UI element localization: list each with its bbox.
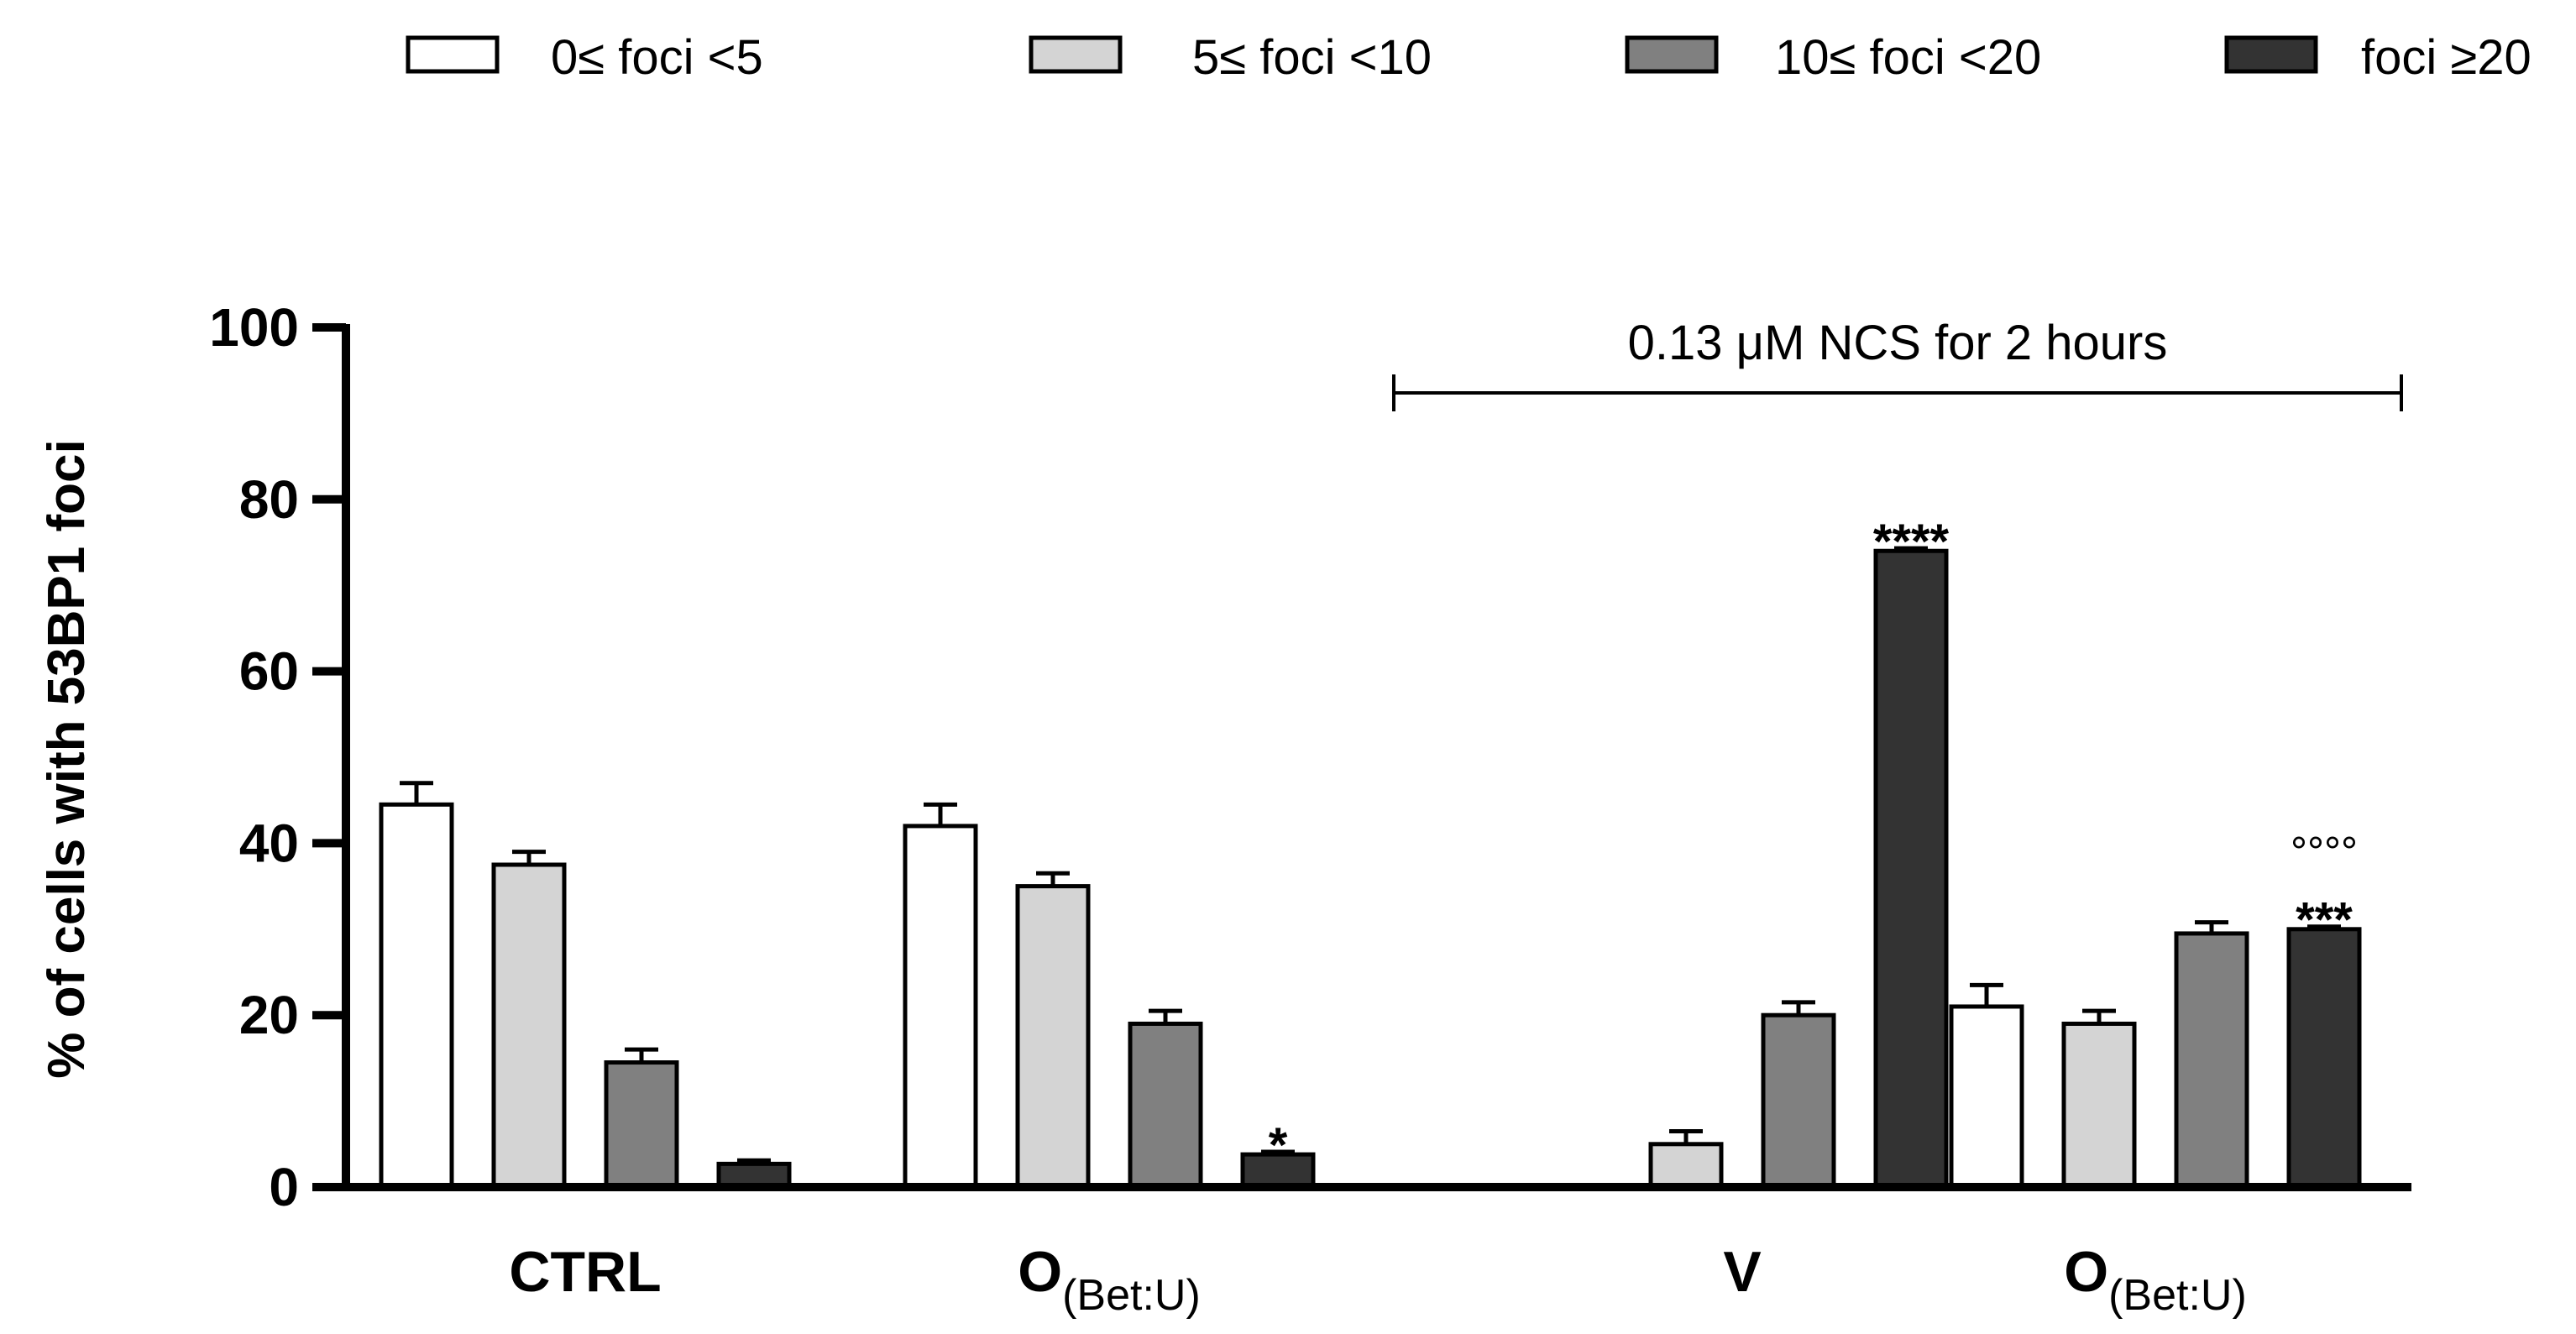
legend-swatch [2224, 35, 2318, 74]
bar [1949, 1004, 2024, 1190]
category-main: O [2064, 1240, 2108, 1304]
treatment-annotation: 0.13 μM NCS for 2 hours [1392, 316, 2403, 411]
axes: 0 20 40 60 80 100 [209, 297, 2411, 1217]
significance-label: *** [2296, 893, 2353, 948]
y-tick-label: 100 [209, 297, 299, 358]
y-tick-label: 40 [239, 813, 299, 873]
bar [2061, 1021, 2137, 1190]
category-label: V [1723, 1240, 1761, 1304]
y-tick-label: 60 [239, 641, 299, 702]
bar [491, 862, 567, 1190]
bars: ********°°°° [379, 515, 2362, 1190]
y-tick-label: 20 [239, 985, 299, 1045]
bar [2286, 927, 2362, 1190]
bar [379, 802, 454, 1190]
legend: 0≤ foci <5 5≤ foci <10 10≤ foci <20 foci ≥2… [406, 30, 2531, 85]
legend-swatch [1029, 35, 1123, 74]
category-main: CTRL [509, 1240, 661, 1304]
significance-label: * [1269, 1118, 1288, 1173]
y-axis-title: % of cells with 53BP1 foci [38, 439, 96, 1078]
bar [1240, 1152, 1316, 1190]
bar [2174, 931, 2249, 1190]
treatment-label: 0.13 μM NCS for 2 hours [1628, 316, 2168, 370]
bar [1873, 548, 1949, 1190]
legend-label: foci ≥20 [2361, 30, 2531, 85]
legend-swatch [1625, 35, 1719, 74]
category-subscript: (Bet:U) [2108, 1271, 2247, 1320]
legend-label: 10≤ foci <20 [1775, 30, 2041, 85]
bar [1761, 1012, 1836, 1190]
bar [1648, 1142, 1724, 1190]
category-main: V [1723, 1240, 1761, 1304]
significance-label: **** [1873, 515, 1950, 569]
category-label: O(Bet:U) [2064, 1240, 2247, 1320]
category-labels: CTRL O(Bet:U) V O(Bet:U) [509, 1240, 2246, 1320]
category-main: O [1018, 1240, 1062, 1304]
category-subscript: (Bet:U) [1062, 1271, 1201, 1320]
significance-label: °°°° [2291, 829, 2358, 876]
category-label: CTRL [509, 1240, 661, 1304]
legend-label: 5≤ foci <10 [1192, 30, 1432, 85]
bar [1015, 884, 1091, 1190]
legend-label: 0≤ foci <5 [551, 30, 763, 85]
y-tick-label: 80 [239, 469, 299, 530]
bar [903, 824, 978, 1190]
legend-swatch [406, 35, 500, 74]
bar [1128, 1021, 1203, 1190]
y-tick-label: 0 [269, 1157, 299, 1217]
category-label: O(Bet:U) [1018, 1240, 1201, 1320]
bar [604, 1060, 679, 1190]
